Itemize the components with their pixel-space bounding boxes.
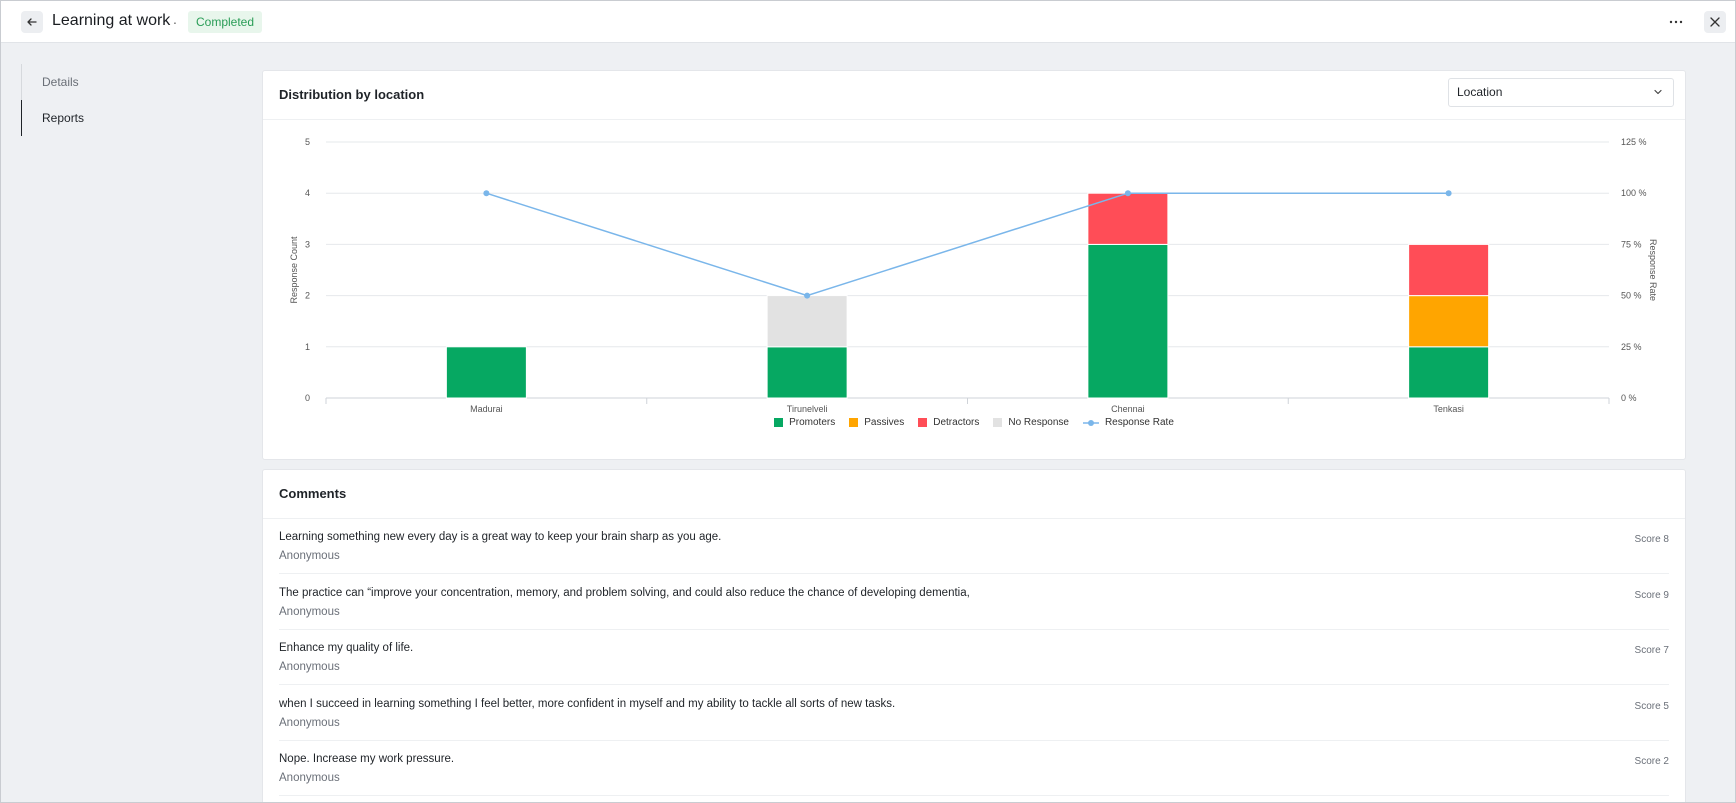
legend-swatch (993, 418, 1003, 427)
bar-segment-promoters (445, 346, 527, 399)
comment-row: Enhance my quality of life. Anonymous Scor… (279, 630, 1669, 685)
comment-text: Enhance my quality of life. (279, 642, 414, 654)
comment-author: Anonymous (279, 605, 340, 618)
comment-score: Score 2 (1634, 756, 1669, 767)
response-rate-line (486, 192, 1449, 297)
more-button[interactable] (1665, 11, 1687, 33)
legend-label: Passives (864, 417, 905, 428)
divider (263, 119, 1685, 120)
comment-row: Nope. Increase my work pressure. Anonymou… (279, 741, 1669, 796)
chart-legend: Promoters Passives Detractors No Response Re… (263, 417, 1685, 428)
comment-text: Learning something new every day is a gr… (279, 531, 722, 543)
location-select[interactable]: Location (1448, 78, 1674, 107)
legend-swatch (849, 418, 859, 427)
legend-item[interactable]: No Response (993, 417, 1069, 428)
legend-label: Detractors (933, 417, 980, 428)
title-separator: . (173, 11, 177, 27)
bar-segment-promoters (1408, 346, 1490, 399)
distribution-title: Distribution by location (279, 87, 425, 102)
response-rate-point (1445, 190, 1452, 197)
bar-segment-detractors (1087, 192, 1169, 245)
arrow-left-icon (27, 18, 37, 26)
x-tick-label: Tenkasi (1433, 404, 1464, 414)
y2-tick-label: 100 % (1621, 188, 1647, 198)
legend-item[interactable]: Response Rate (1082, 417, 1174, 428)
x-tick-label: Chennai (1111, 404, 1145, 414)
comment-row: Learning something new every day is a gr… (279, 519, 1669, 574)
comment-text: when I succeed in learning something I f… (279, 697, 896, 710)
bar-segment-passives (1408, 295, 1490, 348)
chevron-down-icon (1654, 89, 1662, 95)
comment-score: Score 8 (1634, 534, 1669, 545)
comment-score: Score 5 (1634, 700, 1669, 712)
y2-tick-label: 75 % (1621, 239, 1642, 249)
legend-label: Promoters (789, 417, 836, 428)
comment-text: The practice can “improve your concentra… (279, 586, 970, 599)
close-icon (1710, 17, 1720, 27)
comment-score: Score 7 (1634, 645, 1669, 656)
response-rate-point (804, 292, 811, 299)
sidebar-item-details[interactable]: Details (21, 64, 221, 100)
comment-text: Nope. Increase my work pressure. (279, 753, 455, 765)
comment-row: when I succeed in learning something I f… (279, 686, 1669, 741)
comment-score: Score 9 (1634, 589, 1669, 601)
legend-swatch (1082, 419, 1099, 426)
close-button[interactable] (1704, 11, 1726, 33)
legend-label: Response Rate (1104, 417, 1174, 428)
legend-item[interactable]: Detractors (918, 417, 979, 428)
y-tick-label: 2 (305, 291, 310, 301)
x-tick-label: Madurai (470, 404, 503, 414)
y2-tick-label: 125 % (1621, 137, 1647, 147)
divider (263, 518, 1685, 519)
y-tick-label: 1 (305, 342, 310, 352)
bar-segment-promoters (766, 346, 848, 399)
legend-swatch (918, 418, 928, 427)
y-tick-label: 3 (305, 239, 310, 249)
sidebar-item-reports[interactable]: Reports (21, 100, 221, 136)
more-horizontal-icon (1669, 20, 1683, 24)
comment-author: Anonymous (279, 550, 340, 562)
y-axis-label: Response Count (289, 236, 299, 304)
comment-row: The practice can “improve your concentra… (279, 575, 1669, 630)
legend-swatch (774, 418, 784, 427)
x-tick-label: Tirunelveli (787, 404, 828, 414)
y2-tick-label: 50 % (1621, 291, 1642, 301)
legend-item[interactable]: Passives (849, 417, 904, 428)
response-rate-point (483, 190, 490, 197)
y2-tick-label: 0 % (1621, 393, 1637, 403)
bar-segment-promoters (1087, 243, 1169, 399)
bar-segment-no-response (766, 295, 848, 348)
back-button[interactable] (21, 11, 43, 33)
bar-segment-detractors (1408, 243, 1490, 297)
comment-author: Anonymous (279, 772, 340, 784)
y-tick-label: 5 (305, 137, 310, 147)
comments-card: Comments Learning something new every da… (262, 469, 1686, 802)
location-select-value: Location (1457, 85, 1503, 99)
y-tick-label: 0 (305, 393, 310, 403)
y2-tick-label: 25 % (1621, 342, 1642, 352)
comments-title: Comments (279, 486, 347, 501)
legend-label: No Response (1008, 417, 1069, 428)
top-bar: Learning at work . Completed (1, 1, 1735, 43)
y-tick-label: 4 (305, 188, 310, 198)
y2-axis-label: Response Rate (1648, 239, 1658, 301)
comment-author: Anonymous (279, 661, 340, 673)
comment-author: Anonymous (279, 716, 340, 729)
sidebar-nav: Details Reports (21, 64, 221, 136)
distribution-card: Distribution by location Location 0 1 2 3 4 5… (262, 70, 1686, 460)
response-rate-point (1124, 190, 1131, 197)
legend-item[interactable]: Promoters (774, 417, 835, 428)
status-badge: Completed (188, 11, 263, 33)
page-title: Learning at work (52, 12, 171, 29)
